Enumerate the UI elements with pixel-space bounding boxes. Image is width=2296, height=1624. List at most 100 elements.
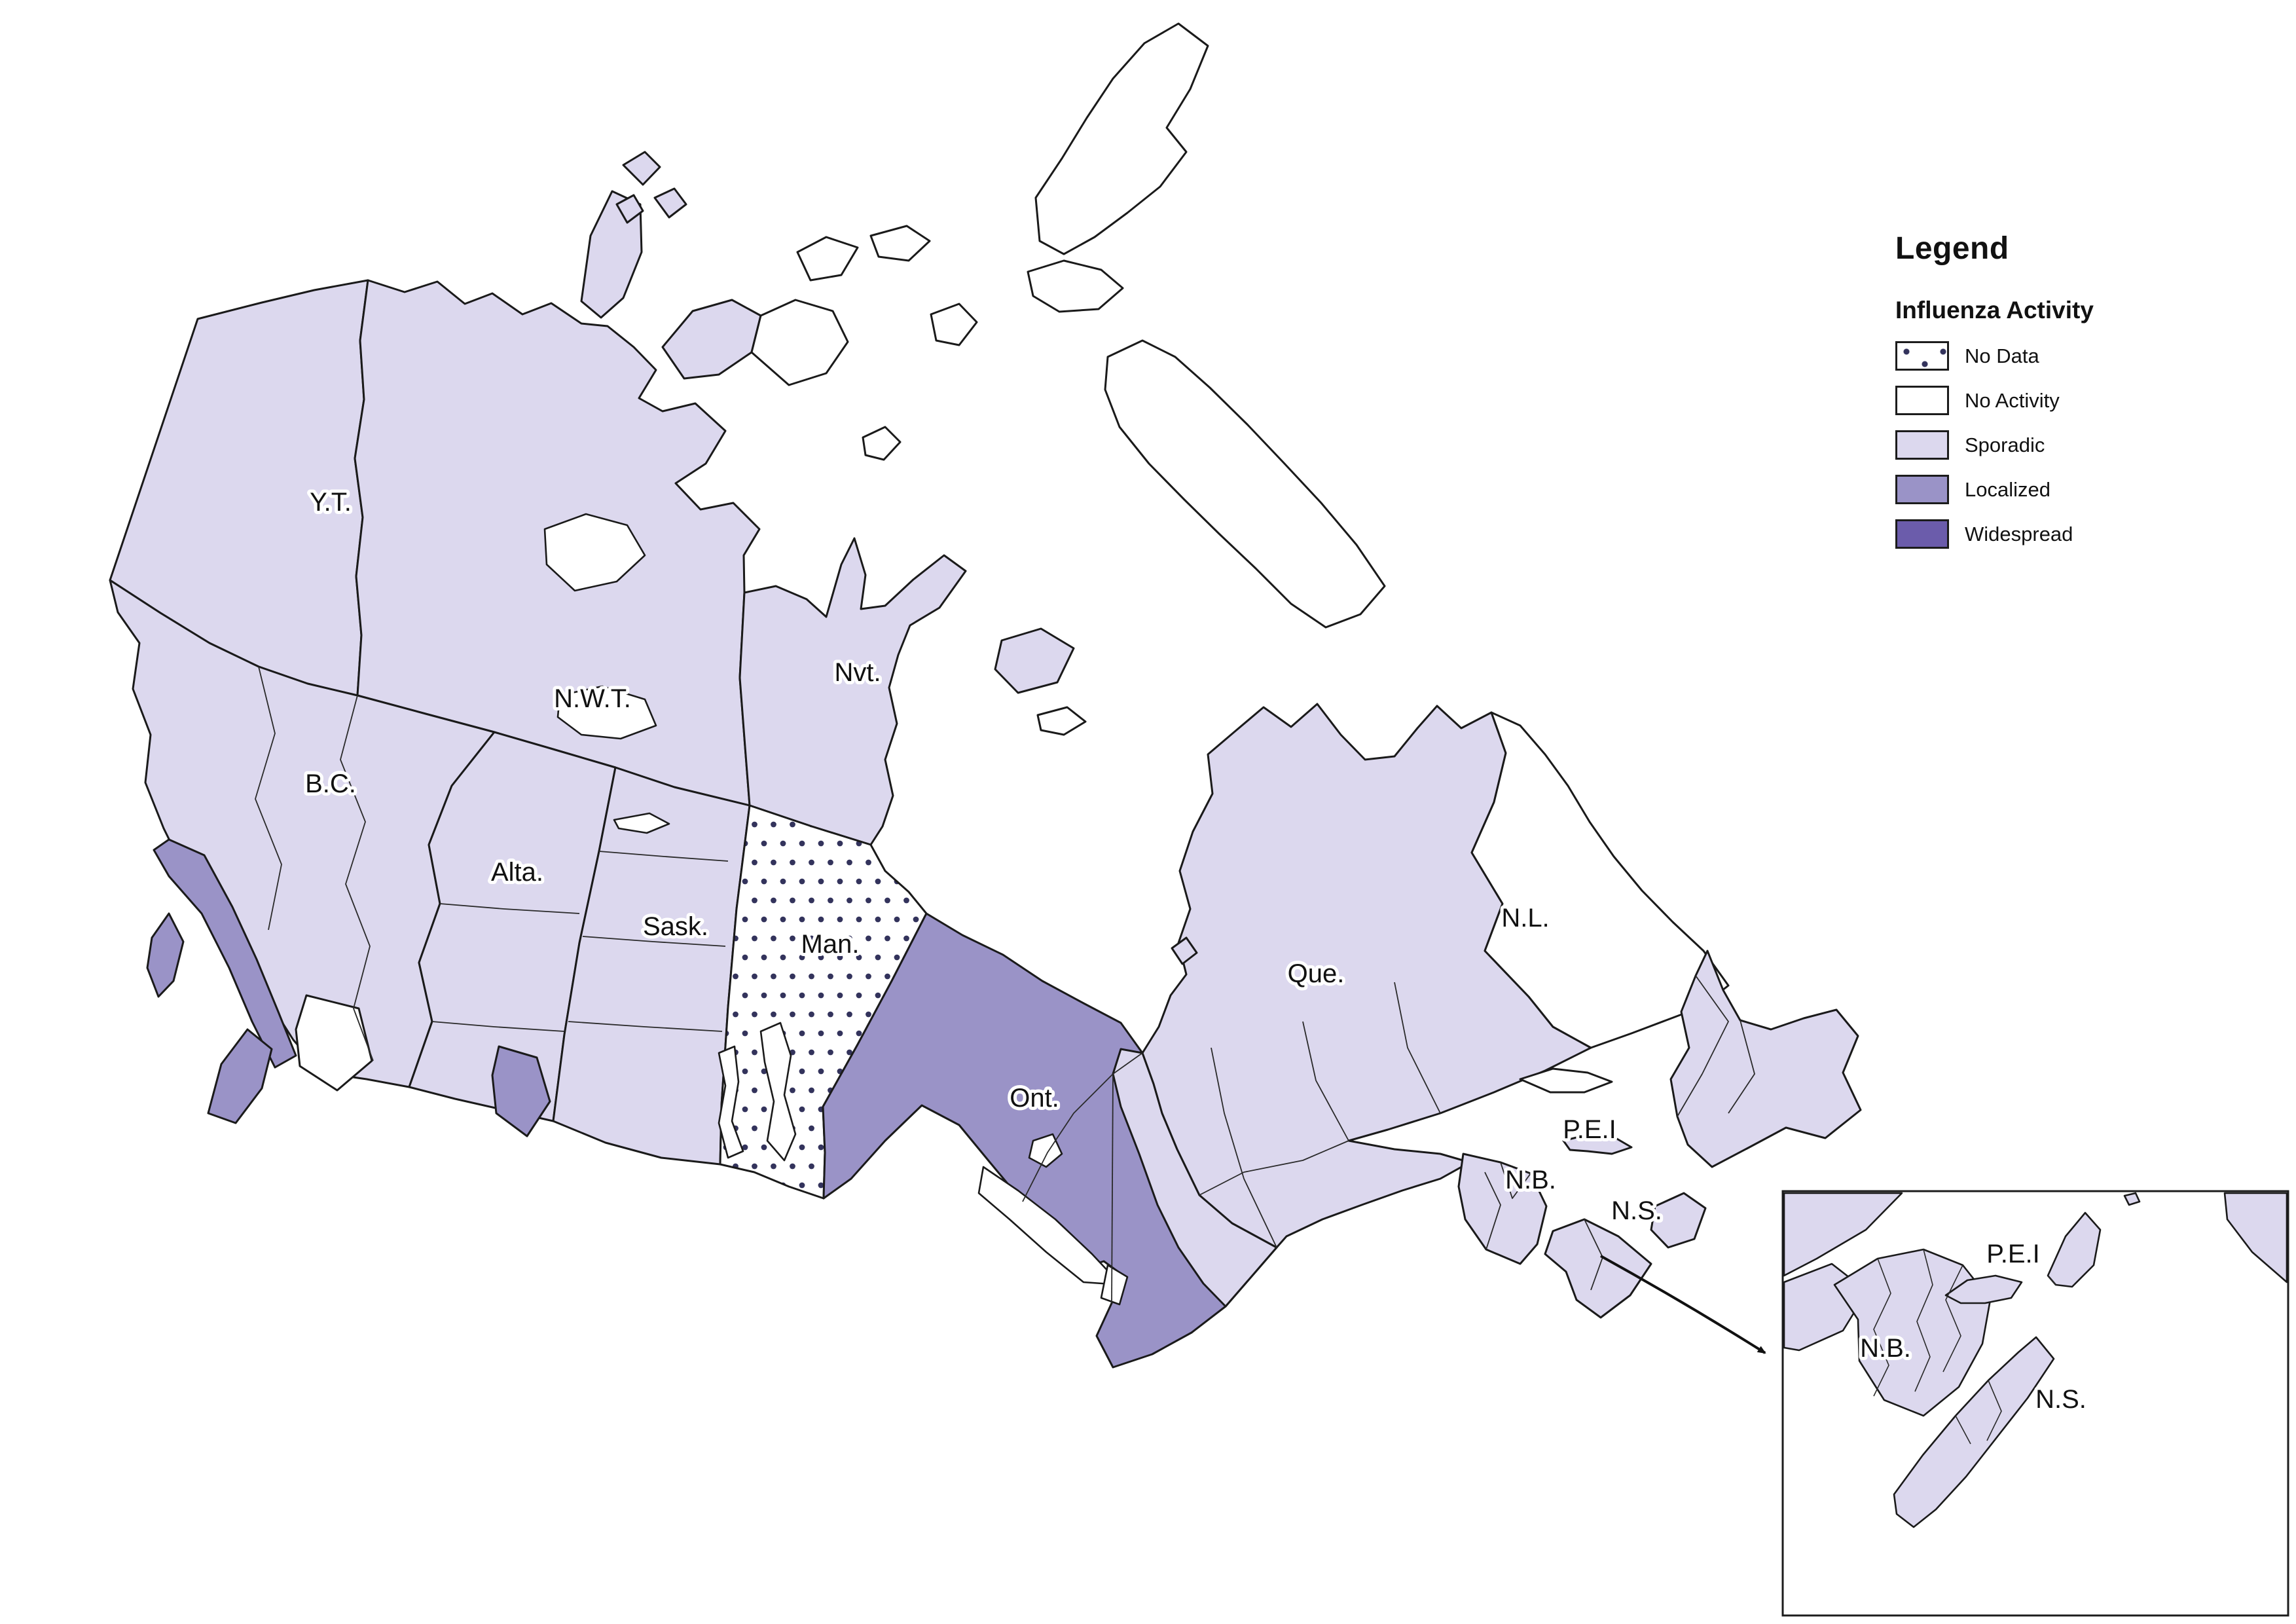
legend-item-label: Widespread (1965, 522, 2073, 545)
map-label: Ont. (1010, 1084, 1059, 1113)
subregion-border (582, 936, 726, 947)
inset-nova-scotia (1893, 1336, 2055, 1528)
map-label: Que. (1288, 959, 1345, 988)
subregion-border (255, 666, 282, 931)
region-king-william-island (862, 426, 902, 461)
inset-subregion-border (1955, 1415, 1971, 1445)
subregion-border (1022, 1052, 1143, 1202)
lake-winnipegosis (718, 1045, 744, 1159)
lake-superior (977, 1166, 1122, 1286)
legend-panel: Legend Influenza Activity No Data No Act… (1895, 231, 2262, 549)
legend-items: No Data No Activity Sporadic Localized W… (1895, 341, 2262, 549)
region-parry-island-1 (796, 236, 859, 282)
subregion-border (568, 1021, 723, 1032)
inset-subregion-border (1914, 1249, 1933, 1392)
region-southampton-island (994, 627, 1075, 694)
map-label: N.B. (1505, 1166, 1556, 1194)
region-vancouver-island (207, 1028, 273, 1124)
inset-islet (2123, 1192, 2141, 1206)
map-label: N.S. (2035, 1385, 2086, 1414)
legend-item-label: Localized (1965, 477, 2050, 501)
inset-cape-breton (2047, 1211, 2102, 1288)
map-label: Y.T. (310, 488, 352, 517)
lake-athabasca (613, 812, 670, 834)
inset-newfoundland-corner (2223, 1192, 2288, 1283)
region-islet-3 (615, 194, 644, 224)
legend-item-widespread: Widespread (1895, 519, 2262, 549)
map-label: Man. (801, 930, 860, 959)
legend-item-no-activity: No Activity (1895, 386, 2262, 415)
region-coats-island (1036, 706, 1087, 736)
legend-item-label: Sporadic (1965, 433, 2045, 456)
region-anticosti-island (1519, 1067, 1613, 1094)
subregion-border (1394, 982, 1441, 1114)
region-bc-coastal (153, 838, 297, 1069)
region-baffin-island (1104, 339, 1386, 629)
region-bc-interior-south (295, 994, 373, 1092)
georgian-bay (1100, 1264, 1129, 1306)
inset-arrow (1600, 1255, 1766, 1354)
subregion-border (1677, 975, 1729, 1117)
lake-winnipeg (759, 1022, 797, 1162)
inset-pei (1944, 1274, 2023, 1304)
legend-item-no-data: No Data (1895, 341, 2262, 371)
map-label: N.S. (1611, 1196, 1662, 1225)
region-belcher-islands (1171, 936, 1198, 965)
region-cape-breton (1650, 1192, 1707, 1249)
region-victoria-island-east (750, 299, 849, 386)
subregion-border (1199, 1140, 1349, 1196)
map-label: N.W.T. (554, 684, 631, 713)
inset-subregion-border (1986, 1380, 2002, 1441)
great-bear-lake (543, 513, 646, 592)
legend-item-label: No Activity (1965, 388, 2060, 412)
subregion-border (431, 1021, 565, 1032)
map-label: N.L. (1501, 904, 1549, 932)
subregion-border (1211, 1047, 1277, 1248)
region-nunavut (738, 537, 967, 846)
region-alberta-south (491, 1045, 551, 1137)
subregion-border (340, 695, 374, 1061)
region-ellesmere-island (1034, 22, 1209, 255)
sporadic-swatch (1895, 430, 1949, 460)
no-activity-swatch (1895, 386, 1949, 415)
legend-subtitle: Influenza Activity (1895, 297, 2094, 323)
map-label: B.C. (305, 769, 356, 798)
legend-item-localized: Localized (1895, 475, 2262, 504)
subregion-border (1111, 1073, 1114, 1304)
region-bc (109, 579, 496, 1088)
maritimes-inset-box (1781, 1190, 2289, 1617)
great-slave-lake (556, 685, 657, 740)
subregion-border (1728, 1020, 1755, 1114)
inset-gaspe (1783, 1192, 1903, 1277)
legend-item-label: No Data (1965, 344, 2039, 367)
subregion-border (1484, 1172, 1501, 1250)
subregion-border (1302, 1021, 1349, 1141)
subregion-border (598, 851, 729, 862)
map-label: Nvt. (834, 658, 881, 687)
region-newfoundland (1669, 950, 1862, 1168)
map-label: N.B. (1860, 1334, 1911, 1363)
localized-swatch (1895, 475, 1949, 504)
subregion-border (1500, 1162, 1531, 1199)
region-islet-2 (653, 187, 687, 219)
region-pei (1562, 1133, 1633, 1155)
no-data-swatch (1895, 341, 1949, 371)
widespread-swatch (1895, 519, 1949, 549)
region-devon-island (1027, 259, 1124, 313)
legend-item-sporadic: Sporadic (1895, 430, 2262, 460)
legend-title: Legend (1895, 231, 2009, 266)
region-somerset-island (930, 303, 978, 346)
subregion-border (439, 903, 580, 914)
region-victoria-island-west (661, 299, 762, 380)
map-label: Alta. (491, 858, 543, 887)
map-label: Sask. (643, 912, 708, 941)
region-islet-1 (622, 151, 661, 186)
map-label: P.E.I (1563, 1115, 1616, 1144)
map-label: P.E.I (1986, 1240, 2040, 1268)
inset-subregion-border (2047, 1275, 2056, 1285)
inset-subregion-border (1873, 1258, 1891, 1397)
region-haida-gwaii (146, 912, 185, 998)
inset-subregion-border (1942, 1264, 1963, 1373)
